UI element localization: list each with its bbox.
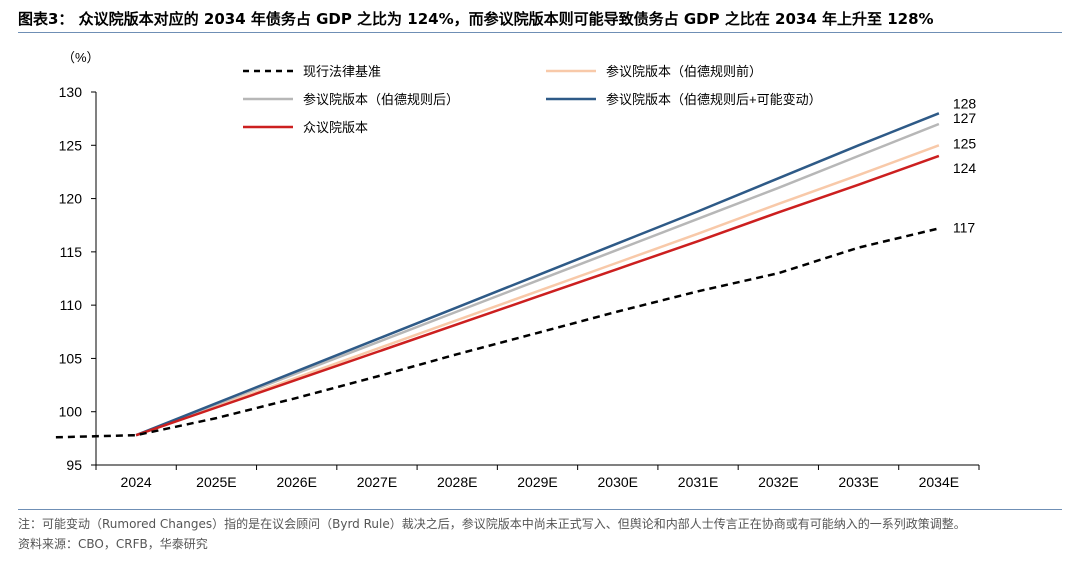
notes: 注：可能变动（Rumored Changes）指的是在议会顾问（Byrd Rul… — [18, 514, 1062, 554]
y-tick-label: 115 — [60, 244, 83, 260]
x-tick-label: 2029E — [517, 474, 557, 490]
y-tick-label: 130 — [59, 84, 83, 100]
series-lines — [55, 112, 940, 439]
series-line — [135, 122, 940, 437]
line-chart: 95 100 105 110 115 120 125 130 2024 2025E 2026E 202… — [55, 50, 980, 490]
x-tick-label: 2031E — [678, 474, 718, 490]
end-label: 128 — [953, 95, 977, 111]
x-tick-label: 2027E — [357, 474, 397, 490]
x-tick-label: 2025E — [196, 474, 236, 490]
y-tick-label: 105 — [59, 350, 83, 366]
series-line — [55, 227, 940, 439]
y-tick-label: 100 — [59, 404, 83, 420]
legend-label: 参议院版本（伯德规则后） — [303, 92, 459, 107]
legend-label: 参议院版本（伯德规则后+可能变动） — [606, 92, 822, 107]
y-axis-label: （%） — [62, 50, 100, 65]
note-text: 注：可能变动（Rumored Changes）指的是在议会顾问（Byrd Rul… — [18, 517, 966, 531]
end-label: 125 — [953, 135, 977, 151]
source-text: 资料来源：CBO，CRFB，华泰研究 — [18, 537, 208, 551]
x-tick-label: 2033E — [838, 474, 878, 490]
tick-labels: 95 100 105 110 115 120 125 130 2024 2025E 2026E 202… — [59, 50, 959, 490]
y-tick-label: 110 — [60, 297, 83, 313]
x-tick-label: 2030E — [598, 474, 638, 490]
x-tick-label: 2034E — [919, 474, 959, 490]
x-tick-label: 2032E — [758, 474, 798, 490]
x-tick-label: 2026E — [276, 474, 316, 490]
notes-rule — [18, 509, 1062, 510]
series-line — [135, 144, 940, 437]
chart-title: 图表3： 众议院版本对应的 2034 年债务占 GDP 之比为 124%，而参议… — [18, 10, 934, 28]
legend-label: 众议院版本 — [303, 120, 368, 135]
x-tick-label: 2028E — [437, 474, 477, 490]
series-line — [135, 112, 940, 437]
x-tick-label: 2024 — [121, 474, 152, 490]
y-tick-label: 125 — [59, 137, 83, 153]
legend-label: 参议院版本（伯德规则前） — [606, 64, 762, 79]
axes — [91, 91, 980, 470]
legend-label: 现行法律基准 — [303, 64, 381, 79]
series-line — [135, 154, 940, 437]
y-tick-label: 95 — [66, 457, 82, 473]
end-label: 117 — [953, 219, 976, 235]
y-tick-label: 120 — [59, 191, 83, 207]
title-rule — [18, 32, 1062, 33]
legend: 现行法律基准 参议院版本（伯德规则前） 参议院版本（伯德规则后） 参议院版本（伯德规则… — [243, 64, 822, 135]
end-label: 124 — [953, 160, 977, 176]
end-label: 127 — [953, 110, 977, 126]
